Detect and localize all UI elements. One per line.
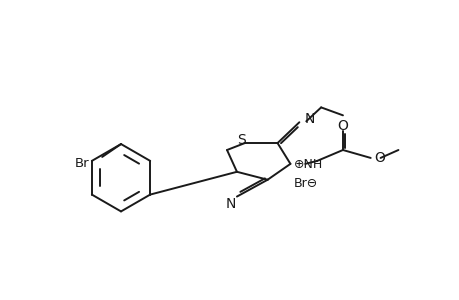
Text: N: N	[304, 112, 314, 126]
Text: ⊕NH: ⊕NH	[293, 158, 322, 171]
Text: O: O	[337, 119, 347, 133]
Text: O: O	[374, 151, 385, 165]
Text: N: N	[225, 197, 235, 212]
Text: Br: Br	[74, 158, 89, 170]
Text: S: S	[237, 133, 246, 147]
Text: Br⊖: Br⊖	[293, 177, 318, 190]
